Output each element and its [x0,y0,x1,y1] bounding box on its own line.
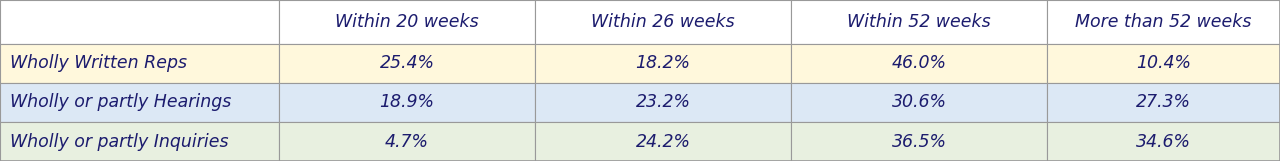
Text: 36.5%: 36.5% [892,133,946,151]
Bar [1047,122,1280,161]
Bar [1047,83,1280,122]
Text: 10.4%: 10.4% [1137,54,1190,72]
Bar [535,0,791,44]
Text: Wholly Written Reps: Wholly Written Reps [10,54,187,72]
Bar [1047,0,1280,44]
Bar [279,0,535,44]
Bar [791,44,1047,83]
Text: Within 26 weeks: Within 26 weeks [591,13,735,31]
Bar [279,44,535,83]
Bar [0,44,279,83]
Bar [791,83,1047,122]
Text: 25.4%: 25.4% [380,54,434,72]
Bar [1047,44,1280,83]
Text: 23.2%: 23.2% [636,94,690,111]
Text: 24.2%: 24.2% [636,133,690,151]
Text: 30.6%: 30.6% [892,94,946,111]
Bar [791,0,1047,44]
Bar [535,44,791,83]
Text: 34.6%: 34.6% [1137,133,1190,151]
Text: Wholly or partly Hearings: Wholly or partly Hearings [10,94,232,111]
Bar [279,122,535,161]
Text: More than 52 weeks: More than 52 weeks [1075,13,1252,31]
Bar [535,122,791,161]
Text: 46.0%: 46.0% [892,54,946,72]
Text: 18.2%: 18.2% [636,54,690,72]
Bar [791,122,1047,161]
Bar [0,0,279,44]
Text: Within 52 weeks: Within 52 weeks [847,13,991,31]
Bar [535,83,791,122]
Text: 18.9%: 18.9% [380,94,434,111]
Bar [279,83,535,122]
Bar [0,122,279,161]
Bar [0,83,279,122]
Text: 4.7%: 4.7% [385,133,429,151]
Text: 27.3%: 27.3% [1137,94,1190,111]
Text: Within 20 weeks: Within 20 weeks [335,13,479,31]
Text: Wholly or partly Inquiries: Wholly or partly Inquiries [10,133,229,151]
